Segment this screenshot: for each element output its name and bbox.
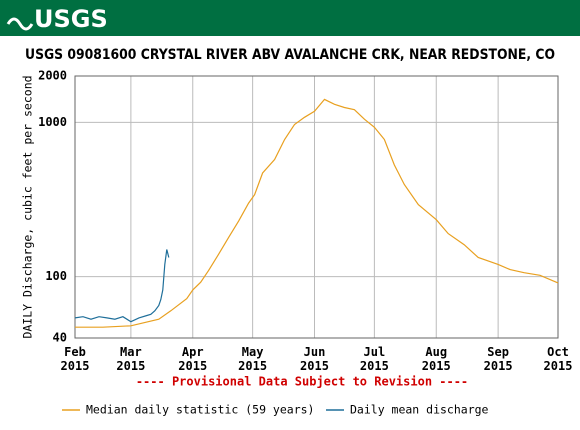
- legend-label: Daily mean discharge: [350, 403, 489, 417]
- legend-label: Median daily statistic (59 years): [86, 403, 314, 417]
- annotation: ---- Provisional Data Subject to Revisio…: [136, 375, 468, 389]
- logo: USGS: [34, 5, 108, 33]
- x-tick-label: May 2015: [238, 345, 268, 373]
- header-band: [0, 0, 580, 36]
- y-tick-label: 100: [45, 269, 67, 283]
- x-tick-label: Apr 2015: [178, 345, 208, 373]
- y-tick-label: 40: [53, 331, 67, 345]
- series-line: [75, 98, 559, 328]
- series-line: [74, 249, 170, 323]
- x-tick-label: Aug 2015: [421, 345, 451, 373]
- x-tick-label: Sep 2015: [483, 345, 513, 373]
- x-tick-label: Feb 2015: [60, 345, 90, 373]
- x-tick-label: Mar 2015: [116, 345, 146, 373]
- legend: Median daily statistic (59 years) Daily m…: [62, 403, 489, 417]
- y-tick-label: 1000: [38, 115, 67, 129]
- x-tick-label: Oct 2015: [543, 345, 573, 373]
- x-tick-label: Jul 2015: [359, 345, 389, 373]
- plot-frame: [74, 75, 559, 339]
- plot-area: [75, 76, 558, 338]
- x-tick-label: Jun 2015: [300, 345, 329, 373]
- logo-wave: [6, 17, 34, 31]
- y-axis-label: DAILY Discharge, cubic feet per second: [21, 75, 35, 338]
- y-tick-label: 2000: [38, 69, 67, 83]
- plot: 40 100 1000 2000: [38, 69, 559, 345]
- chart-title: USGS 09081600 CRYSTAL RIVER ABV AVALANCH…: [25, 47, 555, 63]
